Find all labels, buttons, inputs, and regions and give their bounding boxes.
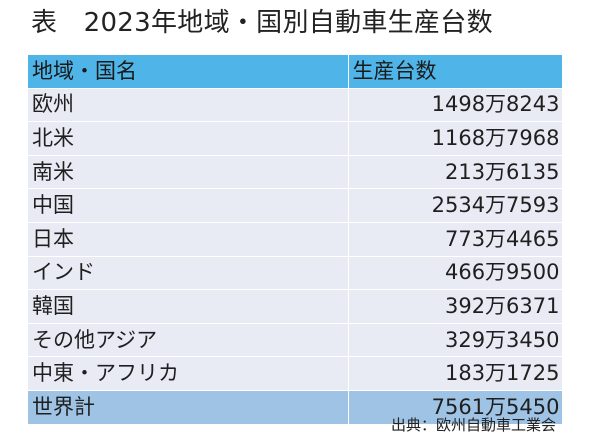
units-cell: 213万6135	[348, 155, 563, 190]
table-row: インド 466万9500	[28, 256, 563, 291]
region-cell: その他アジア	[28, 323, 349, 358]
table-row: 北米 1168万7968	[28, 121, 563, 156]
table-row: 中東・アフリカ 183万1725	[28, 356, 563, 391]
region-cell: 欧州	[28, 88, 349, 123]
region-cell: 南米	[28, 155, 349, 190]
total-row: 世界計 7561万5450	[28, 390, 563, 425]
table-row: その他アジア 329万3450	[28, 323, 563, 358]
region-cell: 日本	[28, 222, 349, 257]
units-cell: 466万9500	[348, 256, 563, 291]
units-cell: 183万1725	[348, 356, 563, 391]
page-title: 表 2023年地域・国別自動車生産台数	[31, 8, 493, 38]
units-cell: 773万4465	[348, 222, 563, 257]
table-row: 日本 773万4465	[28, 222, 563, 257]
units-cell: 1168万7968	[348, 121, 563, 156]
region-cell: 中国	[28, 188, 349, 223]
units-cell: 329万3450	[348, 323, 563, 358]
header-units: 生産台数	[348, 55, 563, 89]
header-region: 地域・国名	[28, 55, 349, 89]
table-header-row: 地域・国名 生産台数	[28, 55, 563, 89]
table-row: 南米 213万6135	[28, 155, 563, 190]
region-cell: インド	[28, 256, 349, 291]
units-cell: 392万6371	[348, 289, 563, 324]
source-note: 出典：欧州自動車工業会	[390, 416, 556, 434]
table-row: 欧州 1498万8243	[28, 88, 563, 123]
region-cell: 韓国	[28, 289, 349, 324]
units-cell: 2534万7593	[348, 188, 563, 223]
total-label: 世界計	[28, 390, 349, 425]
region-cell: 北米	[28, 121, 349, 156]
units-cell: 1498万8243	[348, 88, 563, 123]
table-row: 韓国 392万6371	[28, 289, 563, 324]
region-cell: 中東・アフリカ	[28, 356, 349, 391]
total-value: 7561万5450	[348, 390, 563, 425]
production-table: 地域・国名 生産台数 欧州 1498万8243 北米 1168万7968 南米 …	[28, 55, 563, 425]
table-row: 中国 2534万7593	[28, 188, 563, 223]
